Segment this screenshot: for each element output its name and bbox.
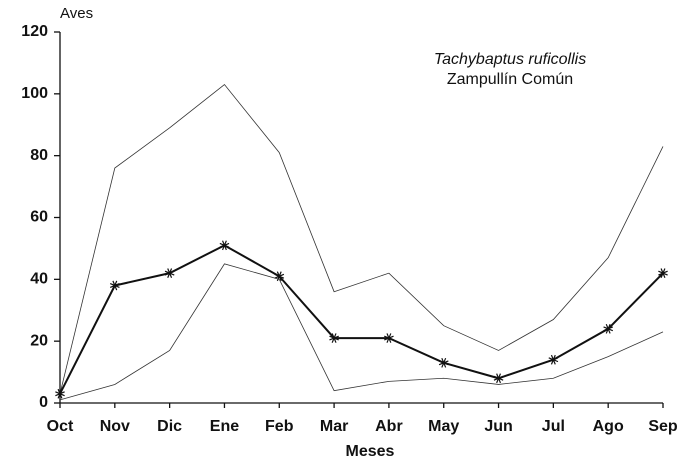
- marker: [384, 333, 394, 343]
- x-axis-label: Meses: [346, 443, 395, 460]
- x-tick-label: Jun: [484, 418, 512, 435]
- y-tick-label: 60: [30, 209, 48, 226]
- y-tick-label: 120: [21, 23, 48, 40]
- marker: [548, 354, 559, 365]
- x-tick-label: Mar: [320, 418, 348, 435]
- y-tick-label: 0: [39, 394, 48, 411]
- x-tick-label: Ene: [210, 418, 239, 435]
- marker: [274, 271, 285, 282]
- marker: [329, 333, 339, 343]
- series-line: [59, 244, 664, 395]
- y-tick-label: 40: [30, 271, 48, 288]
- marker: [219, 240, 230, 251]
- y-tick-label: 80: [30, 147, 48, 164]
- y-tick-label: 100: [21, 85, 48, 102]
- marker: [493, 373, 504, 384]
- x-tick-label: Sep: [648, 418, 678, 435]
- marker: [438, 357, 449, 368]
- x-tick-label: Oct: [47, 418, 74, 435]
- x-tick-label: Dic: [157, 418, 182, 435]
- x-tick-label: Feb: [265, 418, 294, 435]
- x-tick-label: May: [428, 418, 459, 435]
- x-tick-label: Jul: [542, 418, 565, 435]
- chart-title: Tachybaptus ruficollis: [434, 51, 586, 68]
- marker: [658, 268, 668, 278]
- marker: [164, 268, 175, 278]
- series-line: [59, 263, 664, 401]
- y-axis-label: Aves: [60, 5, 93, 22]
- marker: [109, 280, 120, 291]
- series-line: [59, 83, 664, 394]
- marker: [55, 388, 65, 399]
- x-tick-label: Nov: [100, 418, 130, 435]
- chart-subtitle: Zampullín Común: [447, 71, 573, 88]
- x-tick-label: Abr: [375, 418, 403, 435]
- x-tick-label: Ago: [593, 418, 624, 435]
- y-tick-label: 20: [30, 332, 48, 349]
- marker: [603, 323, 614, 334]
